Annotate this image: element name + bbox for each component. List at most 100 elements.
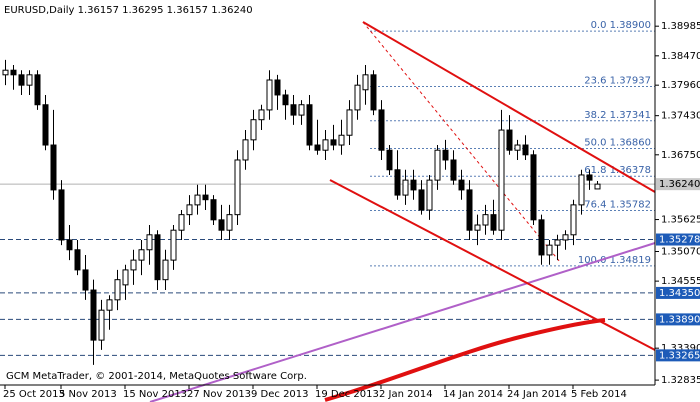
candle-body [218, 219, 225, 231]
x-tick-label: 27 Nov 2013 [187, 389, 251, 400]
x-tick-label: 24 Jan 2014 [507, 389, 567, 400]
level-label-bg [656, 233, 700, 246]
x-tick-label: 15 Nov 2013 [123, 389, 187, 400]
candle-body [386, 149, 393, 171]
candle-body [554, 239, 561, 246]
candle-body [410, 179, 417, 191]
candle-body [50, 144, 57, 191]
candle-body [146, 234, 153, 251]
candle-body [202, 194, 209, 201]
candle-body [450, 159, 457, 181]
y-tick-label: 1.32835 [661, 375, 700, 386]
candle-body [74, 249, 81, 271]
candle-body [474, 224, 481, 231]
candle-body [378, 109, 385, 151]
candle-body [90, 289, 97, 341]
candle-body [434, 149, 441, 181]
y-tick-label: 1.38470 [661, 51, 700, 62]
candle-body [26, 74, 33, 86]
x-tick-label: 9 Dec 2013 [251, 389, 309, 400]
candle-body [338, 134, 345, 146]
x-tick-label: 2 Jan 2014 [379, 389, 433, 400]
candle-body [266, 79, 273, 111]
candle-body [106, 299, 113, 311]
fib-label: 100.0 1.34819 [578, 255, 651, 266]
y-tick-label: 1.34555 [661, 276, 700, 287]
candle-body [34, 74, 41, 106]
fib-base-line [362, 21, 561, 263]
candle-body [242, 139, 249, 161]
level-label: 1.35278 [659, 235, 700, 246]
candle-body [290, 104, 297, 116]
candle-body [18, 74, 25, 86]
level-label-bg [656, 313, 700, 326]
candle-body [274, 79, 281, 96]
candle-body [330, 139, 337, 146]
candle-body [458, 179, 465, 191]
candle-body [10, 69, 17, 76]
x-tick-label: 5 Feb 2014 [571, 389, 627, 400]
candle-body [570, 204, 577, 236]
candle-body [122, 269, 129, 286]
candle-body [234, 159, 241, 216]
candle-body [402, 179, 409, 196]
fib-label: 23.6 1.37937 [584, 75, 651, 86]
fib-label: 50.0 1.36860 [584, 137, 651, 148]
candle-body [586, 174, 593, 181]
candle-body [426, 179, 433, 211]
last-price-bg [656, 178, 700, 191]
candle-body [194, 194, 201, 206]
chart-header: EURUSD,Daily 1.36157 1.36295 1.36157 1.3… [4, 5, 253, 16]
candle-body [498, 129, 505, 231]
candle-body [98, 309, 105, 341]
candle-body [514, 144, 521, 151]
x-tick-label: 5 Nov 2013 [59, 389, 117, 400]
level-label: 1.33890 [659, 314, 700, 325]
candle-body [546, 244, 553, 256]
candle-body [578, 174, 585, 206]
candle-body [322, 139, 329, 151]
candle-body [394, 169, 401, 196]
candle-body [186, 204, 193, 216]
candle-body [114, 279, 121, 301]
candle-body [298, 104, 305, 116]
candle-body [210, 199, 217, 221]
candle-body [482, 214, 489, 226]
y-tick-label: 1.37430 [661, 111, 700, 122]
candle-body [178, 214, 185, 231]
candle-body [442, 149, 449, 161]
y-tick-label: 1.35070 [661, 246, 700, 257]
candle-body [594, 183, 601, 190]
candle-body [314, 144, 321, 151]
y-tick-label: 1.37960 [661, 80, 700, 91]
x-tick-label: 19 Dec 2013 [315, 389, 379, 400]
y-tick-label: 1.36750 [661, 150, 700, 161]
candle-body [130, 259, 137, 271]
candle-body [490, 214, 497, 231]
candle-body [418, 189, 425, 211]
candle-body [346, 109, 353, 136]
fib-label: 76.4 1.35782 [584, 200, 651, 211]
candle-body [58, 189, 65, 241]
level-label-bg [656, 286, 700, 299]
candle-body [226, 214, 233, 231]
candle-body [370, 74, 377, 111]
candle-body [306, 104, 313, 146]
candle-body [138, 249, 145, 261]
level-label-bg [656, 349, 700, 362]
level-label: 1.34350 [659, 288, 700, 299]
y-tick-label: 1.33390 [661, 343, 700, 354]
candle-body [538, 219, 545, 256]
candle-body [522, 144, 529, 156]
x-tick-label: 14 Jan 2014 [443, 389, 503, 400]
candle-body [154, 234, 161, 281]
trend-line-upper [362, 21, 656, 193]
candle-body [2, 69, 9, 76]
candle-body [42, 104, 49, 146]
trend-line-purple [149, 242, 656, 402]
candle-body [362, 74, 369, 91]
y-tick-label: 1.38985 [661, 21, 700, 32]
footer: GCM MetaTrader, © 2001-2014, MetaQuotes … [6, 371, 307, 382]
candle-body [82, 269, 89, 291]
